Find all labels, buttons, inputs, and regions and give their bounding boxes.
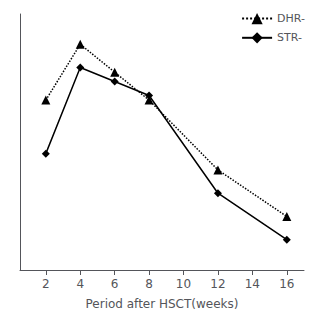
svg-text:Period after HSCT(weeks): Period after HSCT(weeks) — [86, 297, 239, 311]
svg-text:2: 2 — [42, 277, 50, 291]
svg-text:DHR-: DHR- — [277, 12, 305, 25]
svg-text:10: 10 — [176, 277, 191, 291]
svg-text:8: 8 — [145, 277, 153, 291]
svg-text:STR-: STR- — [277, 31, 302, 44]
svg-text:16: 16 — [279, 277, 294, 291]
svg-text:12: 12 — [210, 277, 225, 291]
svg-text:6: 6 — [111, 277, 119, 291]
svg-text:4: 4 — [76, 277, 84, 291]
svg-text:14: 14 — [245, 277, 260, 291]
